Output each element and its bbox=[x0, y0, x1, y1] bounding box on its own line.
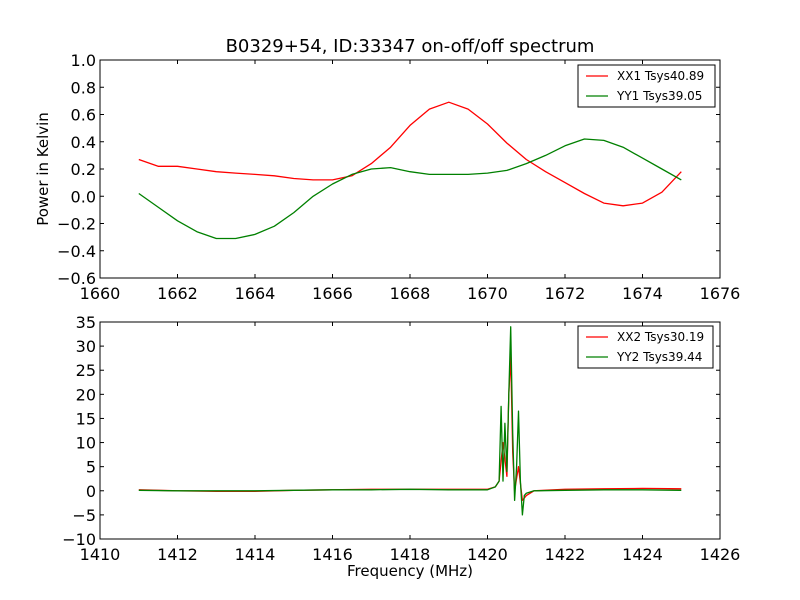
top-ytick-label: 1.0 bbox=[71, 51, 96, 70]
top-ytick-label: 0.0 bbox=[71, 187, 96, 206]
bottom-ytick-label: 5 bbox=[86, 458, 96, 477]
bottom-xtick-label: 1418 bbox=[390, 545, 431, 564]
bottom-ytick-label: 35 bbox=[76, 313, 96, 332]
bottom-chart: Frequency (MHz) 1410 1412 1414 1416 1418 1420… bbox=[62, 313, 740, 580]
bottom-xtick-label: 1426 bbox=[700, 545, 741, 564]
top-chart: B0329+54, ID:33347 on-off/off spectrum P… bbox=[34, 36, 740, 303]
top-legend-label-xx1: XX1 Tsys40.89 bbox=[617, 69, 704, 83]
bottom-xtick-label: 1424 bbox=[622, 545, 663, 564]
bottom-chart-legend-box bbox=[577, 325, 714, 369]
bottom-ytick-label: −5 bbox=[72, 506, 96, 525]
bottom-ytick-label: 25 bbox=[76, 361, 96, 380]
top-ytick-label: 0.4 bbox=[71, 133, 96, 152]
top-xtick-label: 1664 bbox=[235, 284, 276, 303]
top-ytick-label: 0.6 bbox=[71, 106, 96, 125]
top-ytick-label: 0.2 bbox=[71, 160, 96, 179]
bottom-ytick-label: 10 bbox=[76, 434, 96, 453]
top-xtick-label: 1672 bbox=[545, 284, 586, 303]
top-xtick-label: 1676 bbox=[700, 284, 741, 303]
bottom-chart-xlabel: Frequency (MHz) bbox=[347, 562, 473, 580]
top-chart-series-group bbox=[138, 101, 682, 240]
bottom-ytick-label: 30 bbox=[76, 337, 96, 356]
bottom-xtick-label: 1410 bbox=[80, 545, 121, 564]
bottom-xtick-label: 1420 bbox=[467, 545, 508, 564]
top-series-line-0 bbox=[138, 101, 682, 207]
top-chart-legend: XX1 Tsys40.89 YY1 Tsys39.05 bbox=[577, 64, 716, 108]
bottom-ytick-label: −10 bbox=[62, 530, 96, 549]
bottom-ytick-label: 15 bbox=[76, 409, 96, 428]
bottom-series-line-1 bbox=[138, 326, 682, 516]
top-chart-ticks: 1660 1662 1664 1666 1668 1670 1672 1674 1676 −0.6… bbox=[57, 51, 740, 303]
bottom-chart-series-group bbox=[138, 326, 682, 516]
top-chart-ylabel: Power in Kelvin bbox=[34, 112, 52, 226]
bottom-chart-ticks: 1410 1412 1414 1416 1418 1420 1422 1424 1426 −10 −… bbox=[62, 313, 740, 564]
top-ytick-label: −0.6 bbox=[57, 269, 96, 288]
top-chart-title: B0329+54, ID:33347 on-off/off spectrum bbox=[226, 36, 595, 57]
top-xtick-label: 1674 bbox=[622, 284, 663, 303]
top-xtick-label: 1662 bbox=[157, 284, 198, 303]
bottom-xtick-label: 1422 bbox=[545, 545, 586, 564]
top-ytick-label: −0.2 bbox=[57, 215, 96, 234]
bottom-legend-label-xx2: XX2 Tsys30.19 bbox=[617, 330, 704, 344]
bottom-ytick-label: 0 bbox=[86, 482, 96, 501]
top-ytick-label: 0.8 bbox=[71, 78, 96, 97]
bottom-xtick-label: 1416 bbox=[312, 545, 353, 564]
bottom-xtick-label: 1412 bbox=[157, 545, 198, 564]
top-xtick-label: 1668 bbox=[390, 284, 431, 303]
top-series-line-1 bbox=[138, 138, 682, 240]
bottom-legend-label-yy2: YY2 Tsys39.44 bbox=[616, 350, 702, 364]
top-xtick-label: 1670 bbox=[467, 284, 508, 303]
bottom-ytick-label: 20 bbox=[76, 385, 96, 404]
top-xtick-label: 1660 bbox=[80, 284, 121, 303]
top-legend-label-yy1: YY1 Tsys39.05 bbox=[616, 89, 702, 103]
top-chart-legend-box bbox=[577, 64, 716, 108]
bottom-xtick-label: 1414 bbox=[235, 545, 276, 564]
bottom-chart-legend: XX2 Tsys30.19 YY2 Tsys39.44 bbox=[577, 325, 714, 369]
top-xtick-label: 1666 bbox=[312, 284, 353, 303]
top-ytick-label: −0.4 bbox=[57, 242, 96, 261]
